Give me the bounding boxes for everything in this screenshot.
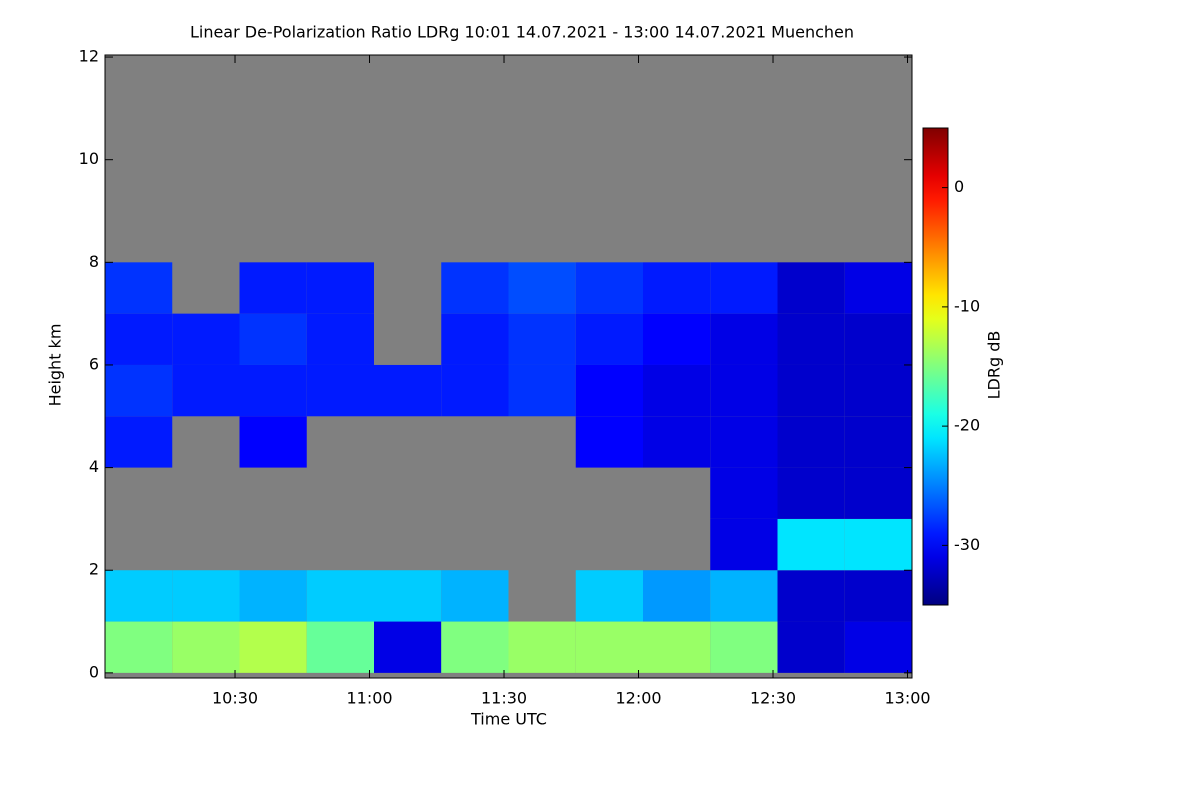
heatmap-cell — [777, 416, 845, 468]
heatmap-cell — [306, 313, 374, 365]
heatmap-cell — [239, 364, 307, 417]
heatmap-cell — [710, 262, 778, 314]
x-tick-label: 13:00 — [884, 689, 930, 708]
heatmap-cell — [441, 364, 509, 417]
heatmap-cell — [441, 570, 509, 622]
heatmap-cell — [710, 364, 778, 417]
heatmap-cell — [441, 313, 509, 365]
y-tick-label: 4 — [89, 457, 99, 476]
heatmap-cell — [710, 570, 778, 622]
heatmap-cell — [710, 416, 778, 468]
colorbar-tick-label: -10 — [954, 296, 980, 315]
heatmap-cell — [239, 313, 307, 365]
y-tick-label: 8 — [89, 252, 99, 271]
heatmap-cell — [172, 364, 240, 417]
heatmap-cell — [441, 621, 509, 673]
y-tick-label: 0 — [89, 662, 99, 681]
heatmap-cell — [306, 621, 374, 673]
heatmap-cell — [844, 621, 912, 673]
heatmap-cell — [844, 467, 912, 519]
heatmap-cell — [575, 416, 643, 468]
heatmap-cell — [105, 621, 173, 673]
heatmap-cell — [172, 621, 240, 673]
heatmap-cell — [643, 621, 711, 673]
heatmap-cell — [508, 313, 576, 365]
heatmap-cell — [105, 313, 173, 365]
y-tick-label: 2 — [89, 560, 99, 579]
y-axis-label: Height km — [46, 324, 65, 407]
y-tick-label: 12 — [79, 47, 99, 66]
heatmap-cell — [643, 364, 711, 417]
heatmap-cell — [710, 518, 778, 571]
heatmap-cell — [374, 570, 442, 622]
colorbar-tick-label: -30 — [954, 535, 980, 554]
x-tick-label: 10:30 — [212, 689, 258, 708]
heatmap-cell — [172, 313, 240, 365]
plot-frame — [104, 54, 913, 679]
heatmap-cell — [374, 621, 442, 673]
colorbar-tick-label: 0 — [954, 177, 964, 196]
heatmap-cell — [777, 313, 845, 365]
heatmap-cell — [777, 364, 845, 417]
heatmap-cell — [777, 518, 845, 571]
heatmap-cell — [239, 570, 307, 622]
heatmap-cell — [374, 364, 442, 417]
heatmap-cell — [575, 364, 643, 417]
heatmap-cell — [105, 570, 173, 622]
heatmap-cell — [306, 364, 374, 417]
heatmap-cell — [239, 621, 307, 673]
heatmap-cell — [643, 570, 711, 622]
heatmap-cell — [306, 570, 374, 622]
heatmap-cell — [441, 262, 509, 314]
heatmap-cell — [844, 416, 912, 468]
x-tick-label: 11:30 — [481, 689, 527, 708]
heatmap-cell — [777, 621, 845, 673]
heatmap-cell — [643, 313, 711, 365]
heatmap-cell — [643, 262, 711, 314]
heatmap-cell — [508, 364, 576, 417]
heatmap-cell — [777, 262, 845, 314]
colorbar — [922, 127, 949, 606]
heatmap-cell — [508, 262, 576, 314]
heatmap-cell — [306, 262, 374, 314]
heatmap-cell — [844, 364, 912, 417]
heatmap-cell — [105, 262, 173, 314]
y-tick-label: 10 — [79, 149, 99, 168]
x-tick-label: 12:30 — [750, 689, 796, 708]
heatmap-cell — [105, 416, 173, 468]
x-tick-label: 12:00 — [615, 689, 661, 708]
heatmap-cell — [575, 313, 643, 365]
colorbar-tick-label: -20 — [954, 416, 980, 435]
x-axis-label: Time UTC — [470, 710, 547, 729]
heatmap-cell — [710, 313, 778, 365]
heatmap-cell — [105, 364, 173, 417]
chart-title: Linear De-Polarization Ratio LDRg 10:01 … — [190, 23, 854, 42]
heatmap-cell — [239, 416, 307, 468]
heatmap-cell — [710, 467, 778, 519]
heatmap-cell — [172, 570, 240, 622]
y-tick-label: 6 — [89, 354, 99, 373]
heatmap-cell — [710, 621, 778, 673]
heatmap-cell — [575, 621, 643, 673]
x-tick-label: 11:00 — [346, 689, 392, 708]
heatmap-cell — [844, 262, 912, 314]
heatmap-cell — [575, 570, 643, 622]
heatmap-cell — [777, 570, 845, 622]
heatmap-cell — [575, 262, 643, 314]
heatmap-cell — [239, 262, 307, 314]
heatmap-cell — [777, 467, 845, 519]
heatmap-cell — [844, 518, 912, 571]
heatmap-cell — [844, 570, 912, 622]
heatmap-cell — [643, 416, 711, 468]
colorbar-label: LDRg dB — [985, 331, 1004, 400]
heatmap-cell — [844, 313, 912, 365]
heatmap-cell — [508, 621, 576, 673]
